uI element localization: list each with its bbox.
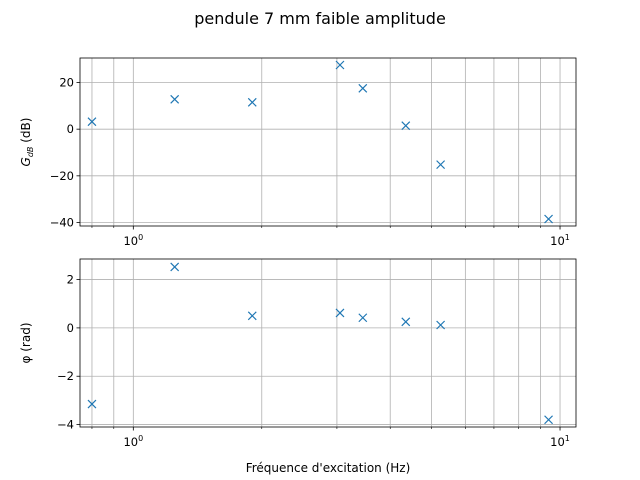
y-axis-label-subscript: dB bbox=[26, 147, 35, 158]
data-point bbox=[358, 313, 368, 323]
data-point bbox=[87, 117, 97, 127]
data-point bbox=[544, 214, 553, 224]
data-point-stroke bbox=[436, 320, 446, 330]
data-point bbox=[436, 320, 446, 330]
data-point bbox=[401, 317, 411, 327]
data-point bbox=[87, 399, 97, 409]
data-point-stroke bbox=[358, 313, 368, 323]
data-point-stroke bbox=[544, 415, 553, 425]
y-axis-label-unit: (dB) bbox=[19, 118, 33, 147]
data-point bbox=[170, 94, 180, 104]
data-series bbox=[87, 262, 553, 425]
axes-frame bbox=[79, 258, 577, 428]
y-axis-label-symbol: G bbox=[19, 157, 33, 166]
x-tick-base: 10 bbox=[550, 435, 565, 449]
grid-lines bbox=[80, 259, 576, 427]
x-tick-base: 10 bbox=[123, 435, 138, 449]
y-tick-label: 0 bbox=[67, 321, 74, 335]
data-point bbox=[358, 83, 368, 93]
x-tick-base: 10 bbox=[550, 234, 565, 248]
figure-title: pendule 7 mm faible amplitude bbox=[194, 9, 446, 28]
y-tick-label: 2 bbox=[67, 273, 74, 287]
data-point-stroke bbox=[170, 94, 180, 104]
data-point bbox=[401, 121, 411, 131]
data-point bbox=[335, 308, 345, 318]
x-tick-exponent: 0 bbox=[138, 434, 143, 443]
data-point-stroke bbox=[436, 160, 446, 170]
y-tick-label: 0 bbox=[67, 122, 74, 136]
data-point-stroke bbox=[87, 117, 97, 127]
grid-lines bbox=[80, 58, 576, 226]
x-tick-label: 101 bbox=[550, 434, 570, 449]
data-series bbox=[87, 60, 553, 224]
x-tick-label: 100 bbox=[123, 233, 143, 248]
data-point-stroke bbox=[358, 83, 368, 93]
y-tick-label: 20 bbox=[59, 76, 74, 90]
x-tick-base: 10 bbox=[123, 234, 138, 248]
data-point-stroke bbox=[335, 60, 345, 70]
data-point-stroke bbox=[247, 311, 257, 321]
x-tick-exponent: 0 bbox=[138, 233, 143, 242]
data-point bbox=[170, 262, 180, 272]
y-axis-label: GdB (dB) bbox=[19, 118, 35, 167]
y-tick-label: −4 bbox=[57, 418, 74, 432]
x-tick-exponent: 1 bbox=[565, 434, 570, 443]
data-point bbox=[436, 160, 446, 170]
x-tick-label: 100 bbox=[123, 434, 143, 449]
data-point bbox=[247, 97, 257, 107]
data-point-stroke bbox=[335, 308, 345, 318]
data-point bbox=[335, 60, 345, 70]
y-tick-label: −40 bbox=[50, 216, 74, 230]
data-point bbox=[247, 311, 257, 321]
data-point-stroke bbox=[87, 399, 97, 409]
data-point bbox=[544, 415, 553, 425]
x-axis-label: Fréquence d'excitation (Hz) bbox=[246, 461, 411, 475]
data-point-stroke bbox=[247, 97, 257, 107]
data-point-stroke bbox=[401, 317, 411, 327]
x-tick-label: 101 bbox=[550, 233, 570, 248]
data-point-stroke bbox=[544, 214, 553, 224]
axes-frame bbox=[79, 57, 577, 227]
y-tick-label: −20 bbox=[50, 169, 74, 183]
y-axis-label: φ (rad) bbox=[19, 323, 33, 364]
data-point-stroke bbox=[170, 262, 180, 272]
y-tick-label: −2 bbox=[57, 369, 74, 383]
data-point-stroke bbox=[401, 121, 411, 131]
x-tick-exponent: 1 bbox=[565, 233, 570, 242]
